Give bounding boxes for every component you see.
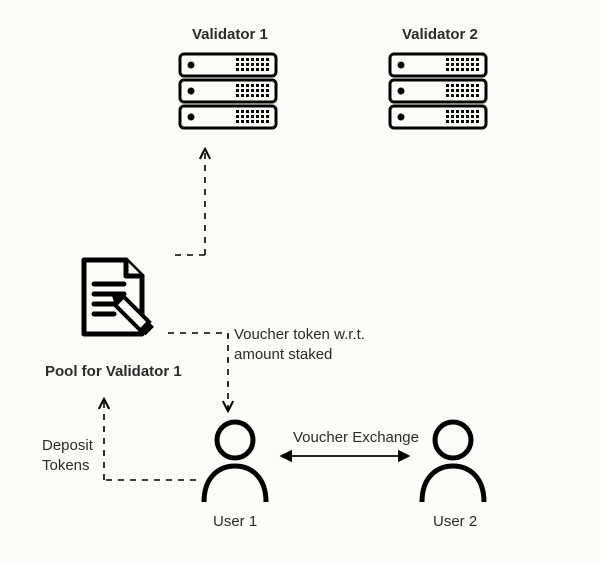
document-pencil-icon bbox=[76, 256, 164, 348]
pool-label: Pool for Validator 1 bbox=[45, 362, 182, 382]
voucher-token-label: Voucher token w.r.t. amount staked bbox=[234, 325, 365, 364]
person-icon bbox=[200, 418, 270, 506]
user2-label: User 2 bbox=[433, 512, 477, 532]
server-stack-icon bbox=[178, 52, 278, 130]
voucher-exchange-label: Voucher Exchange bbox=[293, 428, 419, 448]
validator1-title: Validator 1 bbox=[192, 25, 268, 45]
person-icon bbox=[418, 418, 488, 506]
server-stack-icon bbox=[388, 52, 488, 130]
deposit-tokens-label: Deposit Tokens bbox=[42, 436, 93, 475]
validator2-title: Validator 2 bbox=[402, 25, 478, 45]
user1-label: User 1 bbox=[213, 512, 257, 532]
